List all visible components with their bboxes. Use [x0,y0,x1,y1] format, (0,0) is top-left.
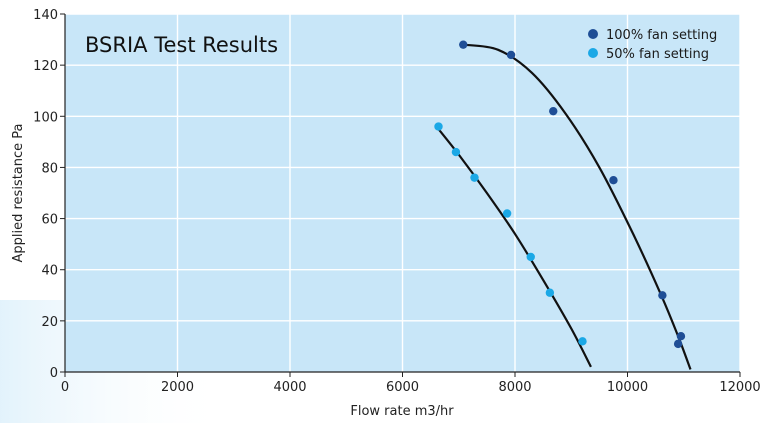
y-tick-label: 40 [41,264,58,279]
y-tick-label: 80 [41,161,58,176]
data-point-series-0 [676,332,686,341]
x-tick-label: 4000 [273,380,306,395]
data-point-series-0 [459,40,468,49]
data-point-series-1 [470,173,479,182]
x-axis-ticks: 0 2000 4000 6000 8000 10000 12000 [61,372,761,395]
x-tick-label: 10000 [607,380,648,395]
data-point-series-1 [502,209,512,218]
data-point-series-0 [673,339,683,349]
y-tick-label: 140 [33,8,58,23]
legend: 100% fan setting 50% fan setting [588,28,717,62]
y-tick-label: 100 [33,110,58,125]
data-point-series-0 [658,291,667,300]
data-point-series-1 [526,252,535,262]
legend-label-100: 100% fan setting [606,28,717,43]
legend-label-50: 50% fan setting [606,47,709,62]
legend-marker-100 [588,29,598,39]
x-tick-label: 2000 [161,380,194,395]
data-points [434,40,686,349]
data-point-series-1 [451,147,461,157]
data-point-series-1 [545,288,555,297]
y-tick-label: 120 [33,59,58,74]
data-point-series-1 [434,122,443,131]
data-point-series-0 [506,50,516,60]
y-axis-title: Applied resistance Pa [11,123,26,262]
chart-title: BSRIA Test Results [85,33,278,57]
y-tick-label: 20 [41,315,58,330]
x-tick-label: 8000 [498,380,531,395]
y-tick-label: 60 [41,213,58,228]
x-tick-label: 0 [61,380,69,395]
legend-marker-50 [588,48,598,58]
x-tick-label: 12000 [719,380,760,395]
data-point-series-1 [578,337,587,346]
y-tick-label: 0 [50,366,58,381]
data-point-series-0 [609,176,618,185]
data-point-series-0 [549,106,558,116]
x-axis-title: Flow rate m3/hr [350,404,454,419]
y-axis-ticks: 0 20 40 60 80 100 120 140 [33,8,65,381]
gridlines [65,13,741,372]
x-tick-label: 6000 [386,380,419,395]
